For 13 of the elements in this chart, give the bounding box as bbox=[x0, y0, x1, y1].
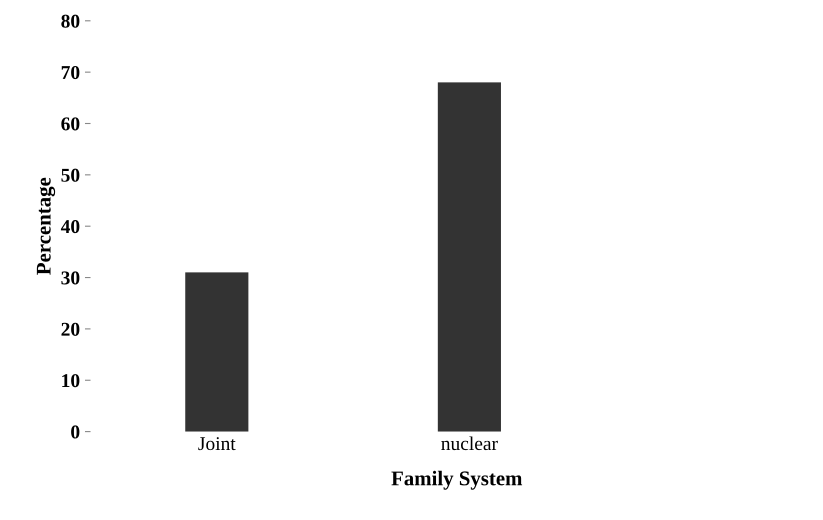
y-tick-label: 40 bbox=[60, 220, 80, 234]
y-axis-title: Percentage bbox=[36, 178, 56, 275]
x-tick-label: Joint bbox=[198, 437, 236, 450]
y-tick-label: 30 bbox=[61, 271, 80, 284]
y-tick-label: 10 bbox=[62, 374, 80, 388]
y-tick-label: 70 bbox=[62, 66, 80, 80]
x-axis-title: Family System bbox=[391, 470, 522, 490]
y-tick-label: 0 bbox=[71, 425, 80, 439]
y-tick-label: 50 bbox=[61, 168, 80, 182]
y-tick-label: 80 bbox=[61, 14, 80, 28]
y-tick-label: 20 bbox=[61, 322, 80, 336]
x-tick-label: nuclear bbox=[441, 436, 498, 450]
y-tick-label: 60 bbox=[61, 117, 80, 130]
